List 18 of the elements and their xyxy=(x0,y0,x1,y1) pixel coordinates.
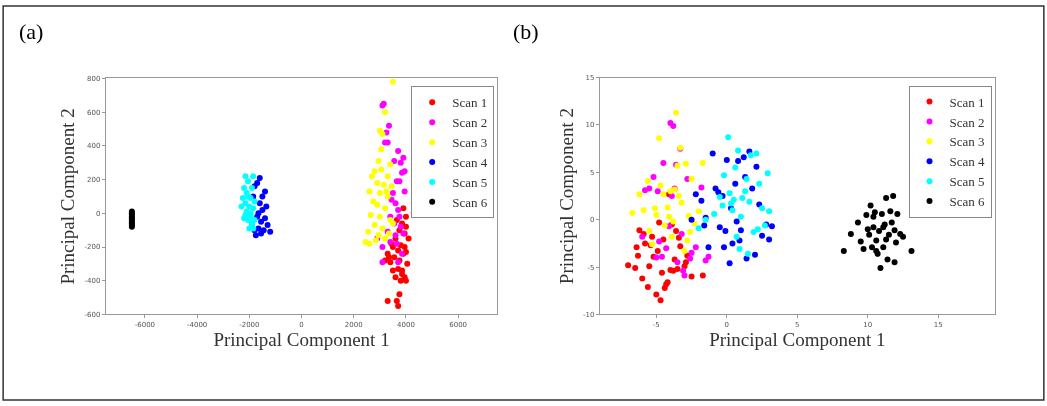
legend-label: Scan 3 xyxy=(949,134,985,150)
y-axis-title: Principal Component 2 xyxy=(555,107,577,285)
y-axis-title: Principal Component 2 xyxy=(57,108,79,285)
legend-label: Scan 5 xyxy=(452,175,488,191)
legend-label: Scan 6 xyxy=(949,194,986,210)
legend-label: Scan 1 xyxy=(949,94,985,110)
chart-title: (b) xyxy=(513,19,539,44)
legend-label: Scan 2 xyxy=(949,114,985,130)
x-axis-title: Principal Component 1 xyxy=(213,328,390,350)
legend-label: Scan 2 xyxy=(452,115,488,131)
legend-label: Scan 4 xyxy=(949,154,986,170)
legend-label: Scan 1 xyxy=(452,95,488,111)
chart-title: (a) xyxy=(19,19,44,44)
legend-label: Scan 4 xyxy=(452,155,488,171)
legend-label: Scan 5 xyxy=(949,174,985,190)
x-axis-title: Principal Component 1 xyxy=(709,328,886,350)
legend-label: Scan 3 xyxy=(452,135,488,151)
legend-label: Scan 6 xyxy=(452,194,488,210)
